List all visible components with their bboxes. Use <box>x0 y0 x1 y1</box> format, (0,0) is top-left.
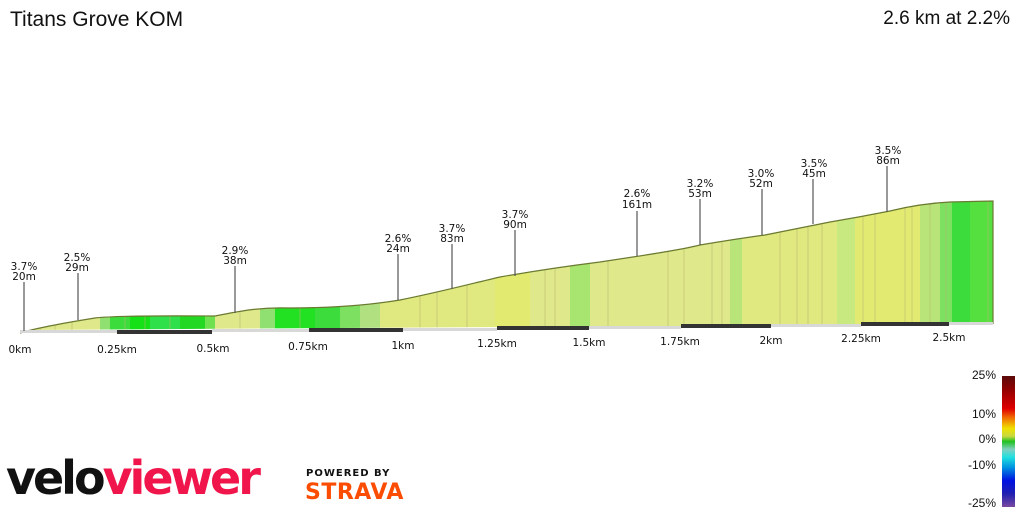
segment-summary: 2.6 km at 2.2% <box>883 8 1010 29</box>
x-tick-label: 0.75km <box>288 341 328 353</box>
annotation-length: 83m <box>440 233 464 245</box>
x-tick-label: 1.5km <box>572 337 605 349</box>
veloviewer-logo: veloviewer <box>6 451 261 505</box>
elevation-profile-chart: 3.7% 20m 2.5% 29m 2.9% 38m 2.6% 24m 3.7%… <box>9 145 994 356</box>
annotation-length: 29m <box>65 262 89 274</box>
x-tick-label: 1.25km <box>477 338 517 350</box>
x-tick-label: 1.75km <box>660 336 700 348</box>
segment-title: Titans Grove KOM <box>10 8 184 31</box>
annotation-grade: 3.5% <box>875 145 902 157</box>
annotation-length: 53m <box>688 188 712 200</box>
annotation-grade: 3.7% <box>11 261 38 273</box>
strava-logo: STRAVA <box>305 480 404 505</box>
annotation-length: 45m <box>802 168 826 180</box>
profile-outline <box>19 200 994 334</box>
annotation-length: 24m <box>386 243 410 255</box>
annotation-grade: 2.6% <box>624 188 651 200</box>
x-tick-label: 1km <box>392 340 415 352</box>
annotation-length: 86m <box>876 155 900 167</box>
annotation-length: 161m <box>622 199 652 211</box>
annotation-length: 90m <box>503 219 527 231</box>
gradient-legend: 25% 10% 0% -10% -25% <box>940 366 1024 512</box>
x-tick-label: 0km <box>9 344 32 356</box>
logo-viewer: viewer <box>102 451 261 505</box>
legend-label-min: -25% <box>967 496 996 510</box>
distance-bar <box>20 322 993 334</box>
x-tick-label: 2.25km <box>841 333 881 345</box>
legend-label-0: 0% <box>978 432 996 446</box>
powered-by-label: POWERED BY <box>306 468 391 479</box>
annotation-grade: 3.5% <box>801 158 828 170</box>
legend-label-10: 10% <box>971 407 996 421</box>
x-tick-label: 0.25km <box>97 344 137 356</box>
annotation-grade: 2.9% <box>222 245 249 257</box>
legend-label-neg10: -10% <box>967 458 996 472</box>
gradient-color-scale <box>1002 376 1015 507</box>
annotation-grade: 3.7% <box>502 209 529 221</box>
annotation-grade: 3.2% <box>687 178 714 190</box>
annotation-grade: 3.7% <box>439 223 466 235</box>
legend-label-max: 25% <box>971 368 996 382</box>
x-tick-label: 2.5km <box>932 332 965 344</box>
annotation-grade: 2.6% <box>385 233 412 245</box>
annotation-length: 52m <box>749 178 773 190</box>
annotation-length: 38m <box>223 255 247 267</box>
x-tick-label: 2km <box>760 335 783 347</box>
annotation-grade: 3.0% <box>748 168 775 180</box>
x-tick-label: 0.5km <box>196 343 229 355</box>
logo-velo: velo <box>6 451 106 505</box>
annotation-length: 20m <box>12 271 36 283</box>
annotation-grade: 2.5% <box>64 252 91 264</box>
annotation-lines <box>23 166 888 331</box>
